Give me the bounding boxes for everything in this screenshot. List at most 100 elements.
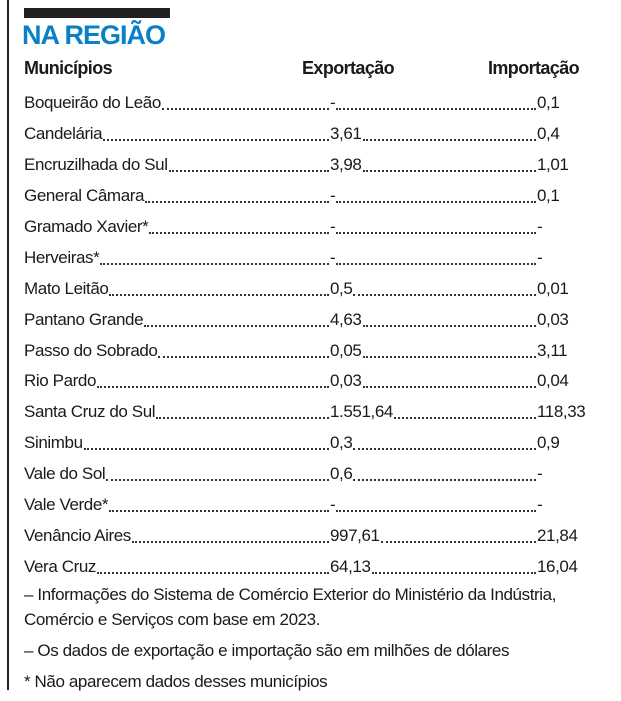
export-value: 64,13 [330, 556, 371, 576]
export-value: 3,61 [330, 124, 362, 144]
note-source: – Informações do Sistema de Comércio Ext… [24, 585, 557, 629]
municipio-name: Pantano Grande [24, 309, 144, 329]
dot-leader [103, 139, 329, 142]
export-value: 0,3 [330, 433, 353, 453]
left-rule [7, 0, 9, 690]
dot-leader [336, 108, 536, 111]
header-importacao: Importação [488, 58, 580, 78]
export-value: 0,05 [330, 340, 362, 360]
municipio-name: Mato Leitão [24, 278, 109, 298]
export-value: - [330, 495, 336, 515]
import-value: 21,84 [537, 525, 578, 545]
municipio-name: Candelária [24, 124, 103, 144]
export-value: 0,6 [330, 464, 353, 484]
dot-leader [336, 262, 536, 265]
page-title: NA REGIÃO [22, 20, 166, 50]
dot-leader [353, 448, 536, 451]
dot-leader [362, 139, 536, 142]
dot-leader [336, 232, 536, 234]
import-value: 0,03 [537, 309, 569, 329]
data-table: Boqueirão do Leão - 0,1 Candelária 3,61 0,4 En… [24, 88, 604, 582]
dot-leader [100, 262, 329, 265]
table-row: Passo do Sobrado 0,05 3,11 [24, 335, 604, 366]
import-value: 0,1 [537, 93, 560, 113]
table-row: Venâncio Aires 997,61 21,84 [24, 520, 604, 551]
export-value: 0,03 [330, 371, 362, 391]
export-value: - [330, 217, 336, 236]
import-value: 3,11 [537, 340, 568, 360]
dot-leader [97, 386, 329, 389]
municipio-name: Vale Verde* [24, 495, 109, 515]
dot-leader [109, 510, 329, 513]
dot-leader [393, 417, 536, 420]
dot-leader [144, 324, 329, 327]
municipio-name: Sinimbu [24, 433, 83, 453]
export-value: 4,63 [330, 309, 362, 329]
export-value: 0,5 [330, 278, 353, 298]
table-row: General Câmara - 0,1 [24, 181, 604, 212]
dot-leader [106, 479, 329, 482]
export-value: - [330, 186, 336, 206]
municipio-name: Santa Cruz do Sul [24, 402, 156, 422]
dot-leader [353, 293, 536, 296]
import-value: 0,01 [537, 278, 569, 298]
dot-leader [362, 324, 536, 327]
municipio-name: Rio Pardo [24, 371, 96, 391]
dot-leader [336, 510, 536, 513]
dot-leader [156, 417, 329, 420]
dot-leader [161, 108, 329, 111]
dot-leader [145, 201, 329, 204]
table-row: Vale do Sol 0,6 - [24, 459, 604, 490]
import-value: 1,01 [537, 155, 569, 175]
table-row: Sinimbu 0,3 0,9 [24, 428, 604, 459]
table-row: Santa Cruz do Sul 1.551,64 118,33 [24, 397, 604, 428]
table-row: Vale Verde* - - [24, 490, 604, 521]
import-value: 0,04 [537, 371, 569, 391]
export-value: - [330, 247, 336, 267]
header-municipios: Municípios [24, 58, 113, 78]
dot-leader [158, 355, 329, 358]
import-value: 0,4 [537, 124, 560, 144]
import-value: - [537, 464, 543, 484]
dot-leader [362, 355, 536, 358]
dot-leader [109, 293, 329, 296]
table-row: Gramado Xavier* - - [24, 212, 604, 243]
import-value: 0,1 [537, 186, 560, 206]
import-value: 0,9 [537, 433, 560, 453]
municipio-name: Encruzilhada do Sul [24, 155, 168, 175]
export-value: - [330, 93, 336, 113]
municipio-name: Vera Cruz [24, 556, 96, 576]
import-value: - [537, 217, 543, 236]
import-value: - [537, 247, 543, 267]
dot-leader [83, 448, 329, 451]
dot-leader [336, 201, 536, 204]
table-row: Boqueirão do Leão - 0,1 [24, 88, 604, 119]
dot-leader [371, 571, 536, 574]
municipio-name: General Câmara [24, 186, 145, 206]
import-value: 118,33 [537, 402, 586, 422]
export-value: 3,98 [330, 155, 362, 175]
municipio-name: Vale do Sol [24, 464, 106, 484]
municipio-name: Herveiras* [24, 247, 100, 267]
dot-leader [353, 479, 536, 482]
dot-leader [97, 571, 329, 574]
export-value: 997,61 [330, 525, 380, 545]
table-row: Herveiras* - - [24, 242, 604, 273]
header-exportacao: Exportação [302, 58, 395, 78]
dot-leader [168, 170, 329, 173]
municipio-name: Gramado Xavier* [24, 217, 149, 236]
table-row: Vera Cruz 64,13 16,04 [24, 551, 604, 582]
note-asterisk: * Não aparecem dados desses municípios [24, 672, 328, 691]
table-row: Encruzilhada do Sul 3,98 1,01 [24, 150, 604, 181]
import-value: 16,04 [537, 556, 578, 576]
dot-leader [131, 540, 329, 543]
header-bar [24, 8, 170, 18]
table-row: Mato Leitão 0,5 0,01 [24, 273, 604, 304]
note-units: – Os dados de exportação e importação sã… [24, 641, 510, 660]
table-row: Pantano Grande 4,63 0,03 [24, 304, 604, 335]
dot-leader [362, 386, 536, 389]
table-row: Rio Pardo 0,03 0,04 [24, 366, 604, 397]
municipio-name: Passo do Sobrado [24, 340, 158, 360]
dot-leader [380, 540, 536, 543]
table-row: Candelária 3,61 0,4 [24, 119, 604, 150]
